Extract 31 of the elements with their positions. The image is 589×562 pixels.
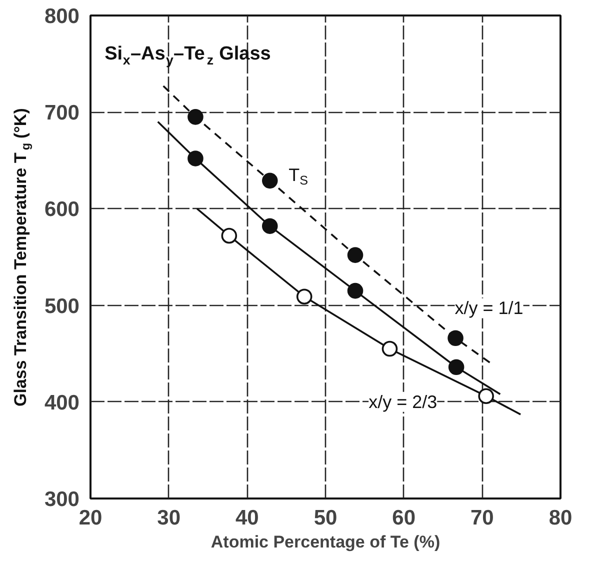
annotation: x/y = 2/3: [368, 392, 438, 412]
point: [382, 340, 398, 357]
annotation: x/y = 1/1: [454, 298, 524, 318]
y-tick-label: 700: [44, 102, 80, 125]
x-tick-label: 50: [314, 506, 338, 530]
point: [347, 282, 364, 299]
x-tick-label: 20: [78, 506, 102, 530]
point: [188, 109, 204, 125]
y-tick-label: 400: [44, 391, 80, 414]
x-tick-label: 80: [548, 506, 572, 530]
y-axis-title: Glass Transition Temperature Tg (°K): [11, 108, 33, 406]
point: [262, 172, 278, 189]
point: [478, 388, 494, 404]
x-tick-label: 40: [235, 506, 259, 530]
x-tick-label: 70: [470, 506, 494, 530]
x-axis-title: Atomic Percentage of Te (%): [210, 532, 440, 552]
point: [448, 359, 464, 376]
y-tick-label: 800: [44, 5, 80, 28]
point: [262, 218, 278, 234]
x-tick-label: 30: [157, 506, 181, 530]
y-tick-label: 500: [44, 294, 80, 318]
x-tick-label: 60: [392, 506, 416, 530]
point: [448, 330, 464, 346]
line-series: [196, 208, 522, 416]
point: [221, 228, 238, 244]
y-tick-label: 600: [44, 198, 80, 222]
point: [188, 150, 204, 166]
y-tick-label: 300: [44, 488, 80, 511]
line-series: [162, 85, 492, 364]
point: [347, 247, 364, 263]
point: [296, 288, 312, 304]
